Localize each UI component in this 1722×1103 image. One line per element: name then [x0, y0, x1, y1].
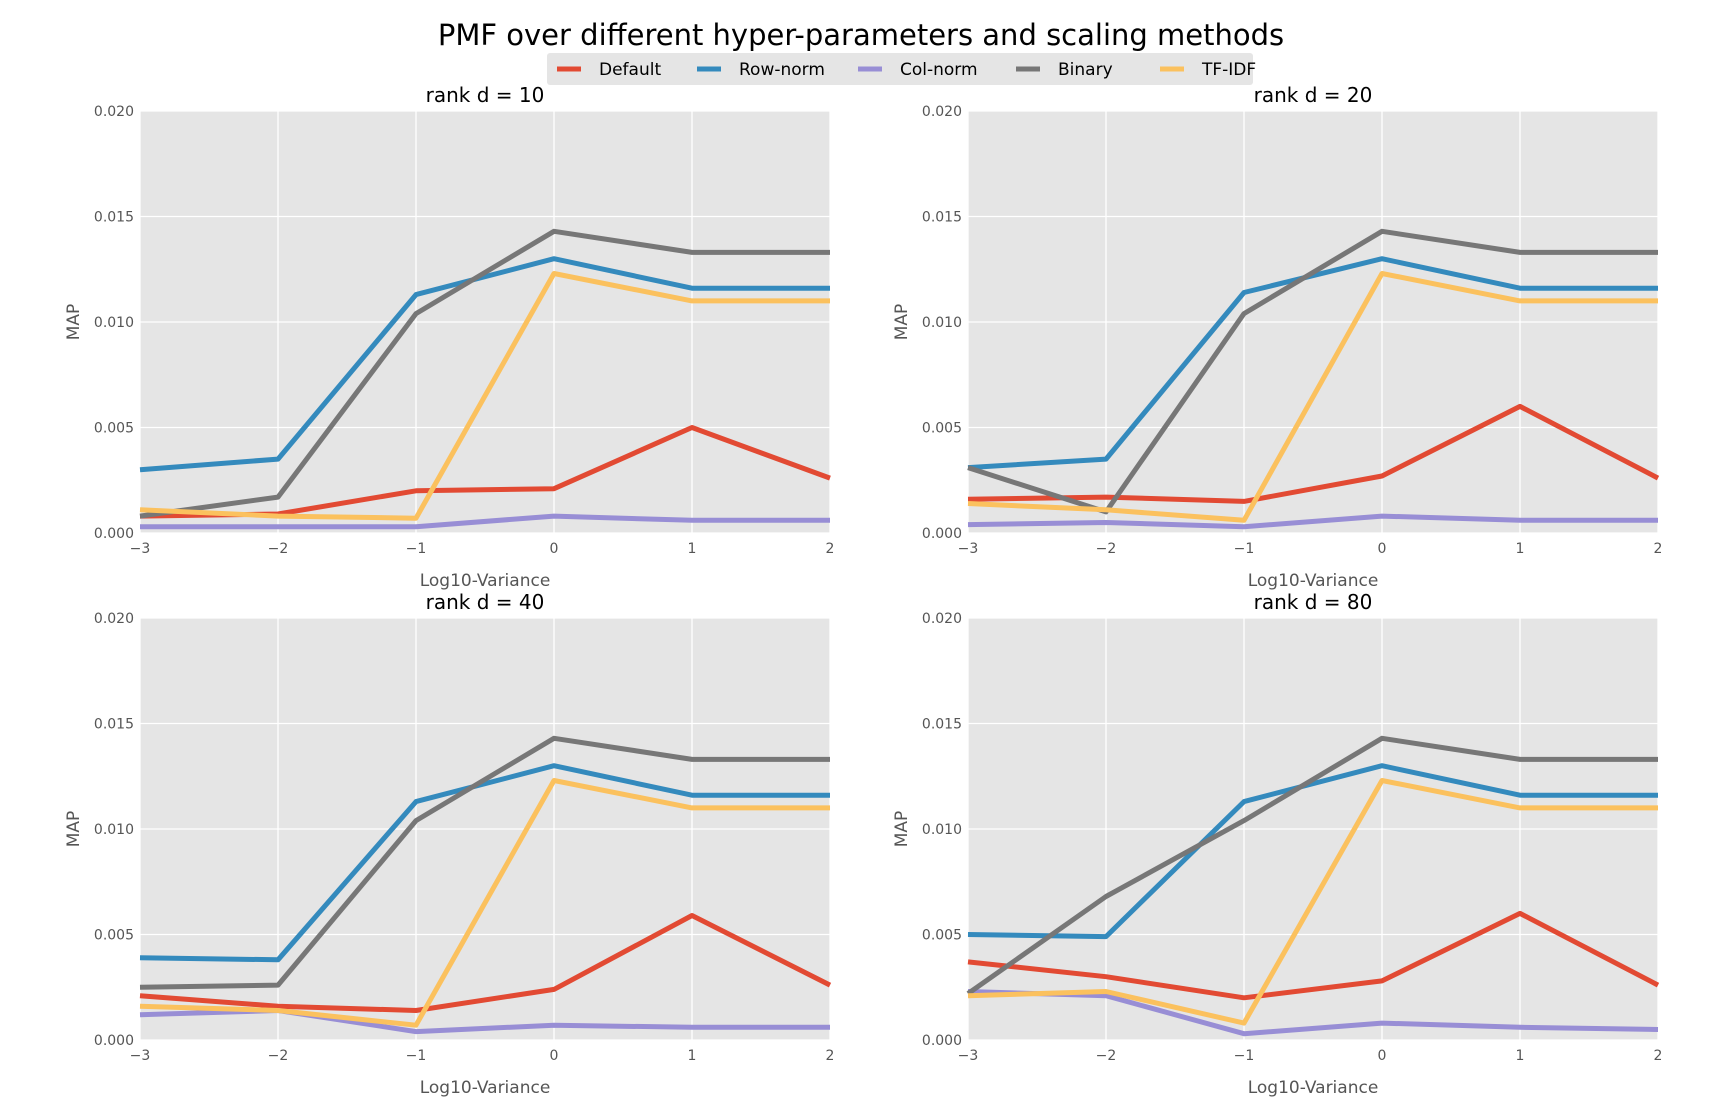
x-tick-label: −2: [268, 541, 289, 557]
x-axis-label: Log10-Variance: [420, 571, 551, 591]
x-tick-label: −2: [1096, 1048, 1117, 1064]
y-tick-label: 0.010: [94, 315, 134, 331]
panel-title: rank d = 40: [426, 590, 545, 614]
x-tick-label: 0: [1378, 1048, 1387, 1064]
series-line-tf-idf: [967, 271, 1658, 523]
series-line-binary: [139, 228, 830, 519]
y-tick-label: 0.010: [922, 822, 962, 838]
y-tick-label: 0.020: [922, 104, 962, 120]
x-tick-label: −3: [130, 1048, 151, 1064]
x-axis-label: Log10-Variance: [420, 1078, 551, 1098]
panel-rank-d-80: −3 −2 −1 0 1 2 0.000 0.005 0.010 0.015 0.020 rank d…: [892, 590, 1662, 1098]
x-axis-label: Log10-Variance: [1248, 1078, 1379, 1098]
y-tick-label: 0.020: [94, 104, 134, 120]
y-tick-label: 0.000: [922, 1033, 962, 1049]
legend-label-col-norm: Col-norm: [900, 60, 978, 80]
panel-rank-d-40: −3 −2 −1 0 1 2 0.000 0.005 0.010 0.015 0.020 rank d…: [64, 590, 834, 1098]
y-tick-label: 0.015: [94, 210, 134, 226]
y-axis-label: MAP: [64, 811, 84, 848]
panels: −3 −2 −1 0 1 2 0.000 0.005 0.010 0.015 0.020 rank d…: [64, 83, 1662, 1098]
y-tick-label: 0.000: [94, 526, 134, 542]
x-tick-label: 2: [826, 1048, 835, 1064]
y-tick-label: 0.005: [922, 421, 962, 437]
panel-title: rank d = 10: [426, 83, 545, 107]
series-line-row-norm: [967, 763, 1658, 940]
x-tick-label: 1: [1516, 1048, 1525, 1064]
series-line-default: [967, 403, 1660, 504]
y-tick-label: 0.005: [922, 928, 962, 944]
x-tick-label: 1: [688, 541, 697, 557]
x-tick-label: 2: [826, 541, 835, 557]
series-line-binary: [967, 228, 1658, 515]
x-tick-label: −1: [406, 1048, 427, 1064]
y-tick-label: 0.010: [922, 315, 962, 331]
series-line-tf-idf: [967, 778, 1658, 1026]
y-tick-label: 0.020: [94, 611, 134, 627]
x-tick-label: −1: [406, 541, 427, 557]
series-line-col-norm: [967, 513, 1658, 530]
x-tick-label: −2: [1096, 541, 1117, 557]
x-tick-label: 1: [1516, 541, 1525, 557]
y-tick-label: 0.005: [94, 928, 134, 944]
y-tick-label: 0.005: [94, 421, 134, 437]
x-tick-label: 2: [1654, 541, 1663, 557]
x-tick-label: −1: [1234, 541, 1255, 557]
series-line-tf-idf: [139, 271, 830, 521]
x-tick-label: 0: [1378, 541, 1387, 557]
x-tick-label: −3: [958, 1048, 979, 1064]
series-line-tf-idf: [139, 778, 830, 1028]
legend-box: [547, 53, 1253, 85]
x-tick-label: 0: [550, 541, 559, 557]
panel-rank-d-10: −3 −2 −1 0 1 2 0.000 0.005 0.010 0.015 0.020 rank d…: [64, 83, 834, 591]
panel-rank-d-20: −3 −2 −1 0 1 2 0.000 0.005 0.010 0.015 0.020 rank d…: [892, 83, 1662, 591]
x-tick-label: −3: [130, 541, 151, 557]
legend-label-row-norm: Row-norm: [739, 60, 825, 80]
series-line-binary: [139, 735, 830, 990]
panel-title: rank d = 20: [1254, 83, 1373, 107]
x-axis-label: Log10-Variance: [1248, 571, 1379, 591]
series-line-row-norm: [139, 763, 830, 963]
legend: Default Row-norm Col-norm Binary TF-IDF: [547, 53, 1256, 85]
y-axis-label: MAP: [892, 811, 912, 848]
legend-label-default: Default: [599, 60, 661, 80]
x-tick-label: −3: [958, 541, 979, 557]
x-tick-label: 0: [550, 1048, 559, 1064]
y-tick-label: 0.015: [922, 717, 962, 733]
legend-label-tf-idf: TF-IDF: [1201, 60, 1256, 80]
series-line-default: [967, 910, 1660, 1001]
legend-label-binary: Binary: [1058, 60, 1113, 80]
y-tick-label: 0.010: [94, 822, 134, 838]
series-line-row-norm: [139, 256, 830, 473]
y-tick-label: 0.020: [922, 611, 962, 627]
x-tick-label: −1: [1234, 1048, 1255, 1064]
x-tick-label: 2: [1654, 1048, 1663, 1064]
panel-title: rank d = 80: [1254, 590, 1373, 614]
y-tick-label: 0.015: [94, 717, 134, 733]
figure-title: PMF over different hyper-parameters and …: [438, 18, 1284, 52]
series-line-row-norm: [967, 256, 1658, 471]
series-line-binary: [966, 735, 1658, 996]
series-line-col-norm: [140, 513, 830, 530]
x-tick-label: −2: [268, 1048, 289, 1064]
y-axis-label: MAP: [892, 304, 912, 341]
y-tick-label: 0.000: [94, 1033, 134, 1049]
y-tick-label: 0.000: [922, 526, 962, 542]
y-tick-label: 0.015: [922, 210, 962, 226]
series-line-default: [139, 913, 832, 1013]
series-line-col-norm: [967, 989, 1659, 1037]
y-axis-label: MAP: [64, 304, 84, 341]
x-tick-label: 1: [688, 1048, 697, 1064]
